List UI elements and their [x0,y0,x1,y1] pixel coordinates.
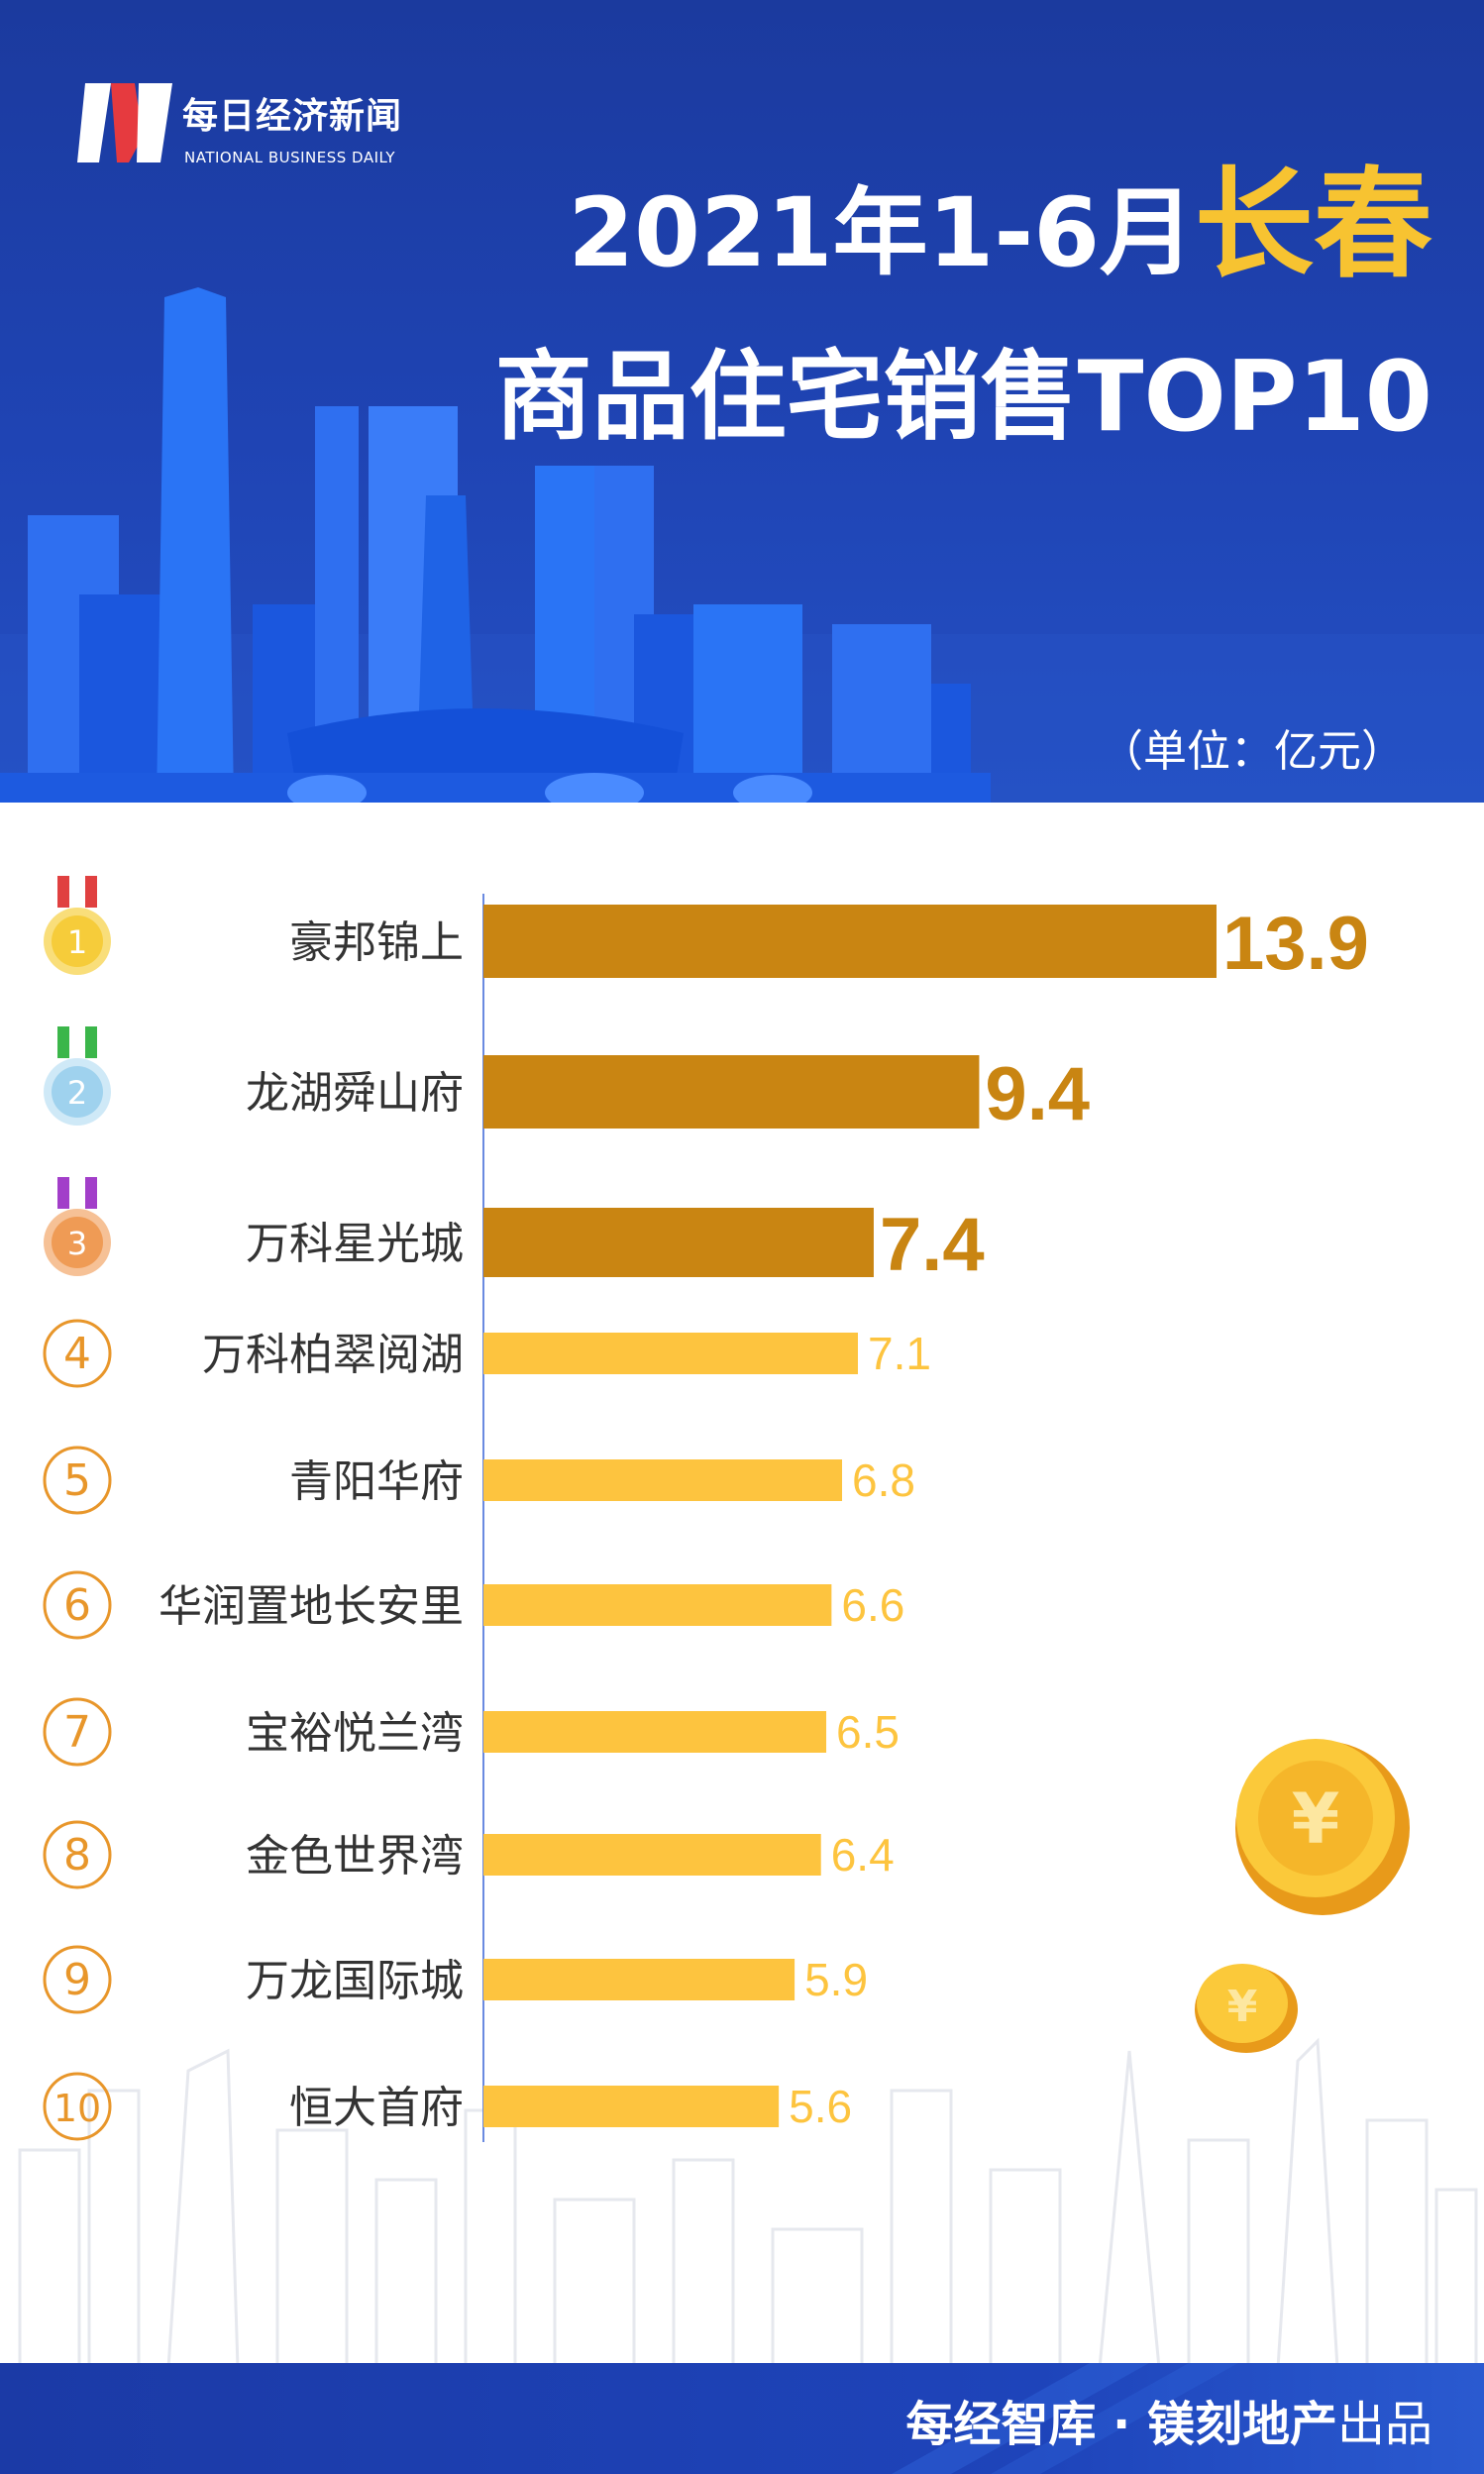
project-name-label: 金色世界湾 [246,1831,464,1882]
svg-text:2: 2 [67,1074,87,1112]
sales-value-label: 6.6 [841,1579,904,1631]
title-city: 长春 [1195,157,1432,294]
brand-name-en: NATIONAL BUSINESS DAILY [184,149,396,166]
footer-credit-light: 出品 [1336,2397,1432,2452]
svg-text:1: 1 [67,923,87,961]
nbd-logo-icon [77,83,172,162]
rank-number: 10 [53,2087,101,2130]
sales-bar [483,1584,832,1626]
sales-bar [483,2086,780,2127]
unit-label: （单位：亿元） [1100,726,1405,777]
background-city-outline [18,2037,1478,2368]
title-prefix: 2021年1-6月 [568,177,1195,288]
project-name-label: 龙湖舜山府 [246,1068,464,1119]
gold-coins-decoration: ¥ ¥ [1195,1739,1410,2053]
project-name-label: 青阳华府 [289,1456,464,1507]
rank-circle [43,2072,112,2141]
project-name-label: 宝裕悦兰湾 [246,1708,464,1759]
sales-bar [483,1208,874,1277]
footer-bar: 每经智库 · 镁刻地产出品 [0,2363,1484,2474]
title-line-2: 商品住宅销售TOP10 [494,341,1432,454]
sales-value-label: 7.4 [880,1203,985,1287]
title-line-1: 2021年1-6月长春 [568,166,1432,285]
project-name-label: 恒大首府 [289,2083,464,2133]
project-name-label: 万科柏翠阅湖 [202,1330,464,1380]
svg-text:¥: ¥ [1292,1778,1340,1860]
sales-bar [483,1834,821,1876]
rank-circle [43,1945,112,2014]
rank-number: 8 [63,1830,91,1881]
brand-logo: 每日经济新闻 NATIONAL BUSINESS DAILY [77,77,434,176]
bronze-medal-icon: 3 [44,1177,111,1276]
sales-bar [483,905,1217,978]
sales-bar-chart: 1 豪邦锦上 13.9 2 龙湖舜山府 9.4 3 万科星光城 7.4 4 万科柏翠阅湖 7.1 5 青阳… [43,876,1369,2142]
sales-bar [483,1959,795,2000]
sales-value-label: 6.8 [852,1454,915,1506]
sales-bar [483,1711,827,1753]
footer-credit-bold: 每经智库 · 镁刻地产 [905,2397,1337,2452]
rank-number: 6 [63,1580,91,1631]
sales-value-label: 6.4 [831,1829,895,1881]
city-skyline-illustration [0,287,1484,803]
rank-number: 5 [63,1455,91,1506]
project-name-label: 华润置地长安里 [159,1581,464,1632]
rank-number: 7 [63,1707,91,1758]
brand-name-cn: 每日经济新闻 [182,95,403,137]
project-name-label: 万科星光城 [246,1219,464,1269]
svg-text:3: 3 [67,1225,87,1262]
sales-bar [483,1333,858,1374]
rank-circle [43,1820,112,1889]
rank-circle [43,1446,112,1515]
rank-number: 9 [63,1955,91,2005]
rank-circle [43,1697,112,1767]
svg-text:¥: ¥ [1227,1982,1258,2032]
header-banner: 每日经济新闻 NATIONAL BUSINESS DAILY 2021年1-6月… [0,0,1484,803]
silver-medal-icon: 2 [44,1026,111,1126]
sales-bar [483,1459,843,1501]
footer-credit: 每经智库 · 镁刻地产出品 [905,2385,1432,2454]
rank-circle [43,1570,112,1640]
sales-value-label: 9.4 [985,1052,1090,1136]
sales-value-label: 6.5 [836,1706,900,1758]
rank-circle [43,1319,112,1388]
sales-value-label: 5.9 [804,1954,868,2005]
project-name-label: 万龙国际城 [246,1956,464,2006]
sales-value-label: 5.6 [789,2081,852,2132]
rank-number: 4 [63,1329,91,1379]
sales-value-label: 7.1 [868,1328,931,1379]
project-name-label: 豪邦锦上 [289,917,464,968]
footer-stripe-decoration [892,2363,1238,2474]
sales-value-label: 13.9 [1222,902,1369,986]
sales-bar [483,1055,980,1129]
gold-medal-icon: 1 [44,876,111,975]
